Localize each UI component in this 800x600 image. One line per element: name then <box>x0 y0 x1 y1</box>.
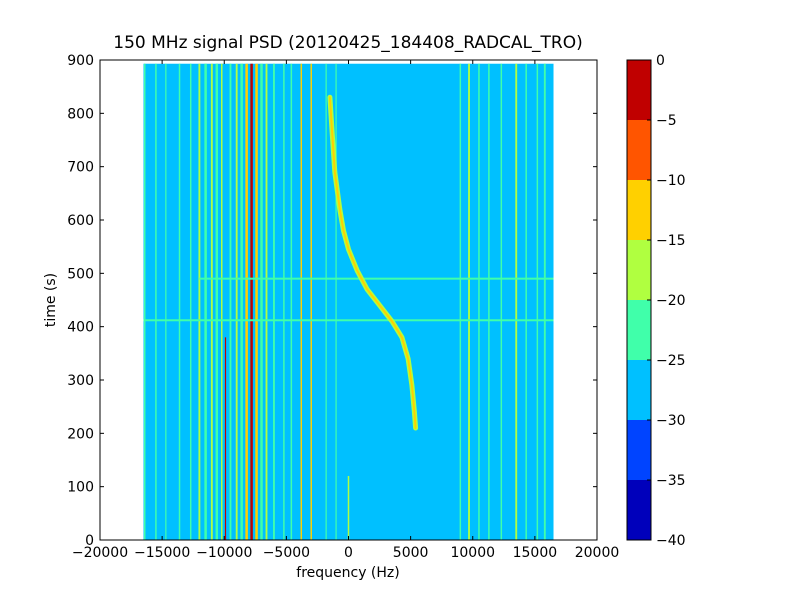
burst-line <box>199 277 554 280</box>
spectral-line <box>210 63 213 540</box>
x-tick-label: 0 <box>344 545 353 561</box>
spectral-line <box>525 63 527 540</box>
colorbar-tick-label: 0 <box>656 53 665 69</box>
spectral-line <box>260 63 263 540</box>
spectral-line <box>250 63 253 540</box>
spectral-line <box>215 63 219 540</box>
colorbar-band <box>627 240 651 300</box>
spectral-line <box>273 63 275 540</box>
y-axis: 0 100 200 300 400 500 600 700 800 900 <box>67 53 597 549</box>
spectral-line <box>204 63 207 540</box>
spectral-line <box>229 63 232 540</box>
spectral-line <box>500 63 503 540</box>
colorbar-band <box>627 420 651 480</box>
sweep-curve <box>328 96 417 429</box>
y-tick-label: 300 <box>67 373 94 389</box>
y-tick-label: 100 <box>67 480 94 496</box>
y-tick-label: 0 <box>85 533 94 549</box>
spectral-line <box>198 63 201 540</box>
spectral-line <box>488 63 490 540</box>
spectral-line <box>543 63 546 540</box>
y-axis-label: time (s) <box>43 273 59 327</box>
spectral-line <box>165 63 167 540</box>
y-tick-label: 500 <box>67 266 94 282</box>
spectral-line <box>178 63 181 540</box>
x-tick-label: −10000 <box>196 545 252 561</box>
spectral-line <box>155 63 157 540</box>
colorbar-tick-label: −25 <box>656 353 686 369</box>
chart-title: 150 MHz signal PSD (20120425_184408_RADC… <box>113 33 582 53</box>
y-tick-label: 900 <box>67 53 94 69</box>
y-tick-label: 600 <box>67 213 94 229</box>
spectral-line <box>143 63 146 540</box>
colorbar-tick-label: −5 <box>656 113 677 129</box>
x-tick-label: −5000 <box>263 545 310 561</box>
spectral-line <box>459 63 462 540</box>
colorbar-band <box>627 180 651 240</box>
spectral-line <box>245 63 248 540</box>
colorbar-tick-label: −35 <box>656 473 686 489</box>
x-tick-label: 10000 <box>450 545 495 561</box>
spectral-line <box>290 63 293 540</box>
colorbar-tick-label: −20 <box>656 293 686 309</box>
colorbar: 0 −5 −10 −15 −20 −25 −30 −35 −40 <box>626 53 686 549</box>
spectral-line <box>300 63 303 540</box>
x-tick-label: −15000 <box>134 545 190 561</box>
colorbar-tick-label: −15 <box>656 233 686 249</box>
colorbar-tick-label: −10 <box>656 173 686 189</box>
x-tick-label: 15000 <box>513 545 558 561</box>
spectral-line <box>515 63 518 540</box>
y-tick-label: 700 <box>67 160 94 176</box>
colorbar-band <box>627 480 651 540</box>
spectral-line <box>224 337 227 540</box>
colorbar-tick-label: −30 <box>656 413 686 429</box>
colorbar-band <box>627 120 651 180</box>
spectral-line <box>347 476 350 540</box>
spectral-line <box>478 63 480 540</box>
spectral-line <box>189 63 192 540</box>
colorbar-tick-label: −40 <box>656 533 686 549</box>
burst-line <box>143 319 554 322</box>
x-tick-label: −20000 <box>72 545 128 561</box>
spectral-line <box>335 63 337 540</box>
x-tick-label: 20000 <box>575 545 620 561</box>
spectral-line <box>468 63 470 540</box>
colorbar-band <box>627 300 651 360</box>
x-axis: −20000 −15000 −10000 −5000 0 5000 10000 15000 20… <box>72 60 619 561</box>
x-axis-label: frequency (Hz) <box>296 565 399 581</box>
spectral-line <box>235 63 238 540</box>
spectral-line <box>265 63 268 540</box>
spectral-line <box>325 63 327 540</box>
plot-area <box>100 60 597 540</box>
spectral-line <box>536 63 539 540</box>
colorbar-band <box>627 360 651 420</box>
y-tick-label: 400 <box>67 320 94 336</box>
spectral-line <box>310 63 312 540</box>
spectral-line <box>255 63 258 540</box>
x-tick-label: 5000 <box>393 545 429 561</box>
y-tick-label: 800 <box>67 106 94 122</box>
colorbar-band <box>627 60 651 120</box>
spectrogram <box>143 63 554 540</box>
spectral-line <box>221 63 223 540</box>
spectral-line <box>240 63 243 540</box>
spectral-line <box>283 63 285 540</box>
y-tick-label: 200 <box>67 426 94 442</box>
